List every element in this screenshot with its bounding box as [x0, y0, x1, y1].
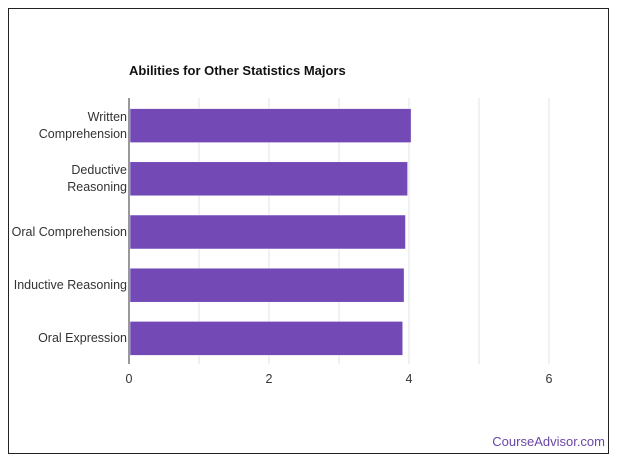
- bar-deductive-reasoning[interactable]: [129, 161, 408, 197]
- bar-oral-expression[interactable]: [129, 321, 403, 356]
- bar-inductive-reasoning[interactable]: [129, 267, 405, 303]
- category-label-line: Written: [87, 109, 127, 124]
- x-tick-label: 6: [545, 372, 553, 386]
- category-label: Deductive Reasoning: [2, 162, 127, 196]
- category-label-line: Inductive Reasoning: [13, 277, 127, 292]
- bar-oral-comprehension[interactable]: [129, 214, 406, 250]
- chart-title: Abilities for Other Statistics Majors: [129, 63, 346, 78]
- courseadvisor-watermark[interactable]: CourseAdvisor.com: [492, 434, 605, 449]
- x-tick-label: 4: [405, 372, 413, 386]
- x-tick-label: 2: [265, 372, 273, 386]
- category-label-line: Oral Expression: [38, 330, 127, 345]
- bar-written-comprehension[interactable]: [129, 108, 412, 143]
- x-tick-label: 0: [125, 372, 133, 386]
- category-label: Oral Expression: [2, 330, 127, 347]
- category-label: Written Comprehension: [2, 109, 127, 143]
- category-label-line: Deductive: [71, 162, 127, 177]
- category-label: Inductive Reasoning: [2, 277, 127, 294]
- category-label: Oral Comprehension: [2, 224, 127, 241]
- category-label-line: Oral Comprehension: [11, 224, 127, 239]
- category-label-line: Reasoning: [67, 179, 127, 194]
- category-label-line: Comprehension: [38, 126, 127, 141]
